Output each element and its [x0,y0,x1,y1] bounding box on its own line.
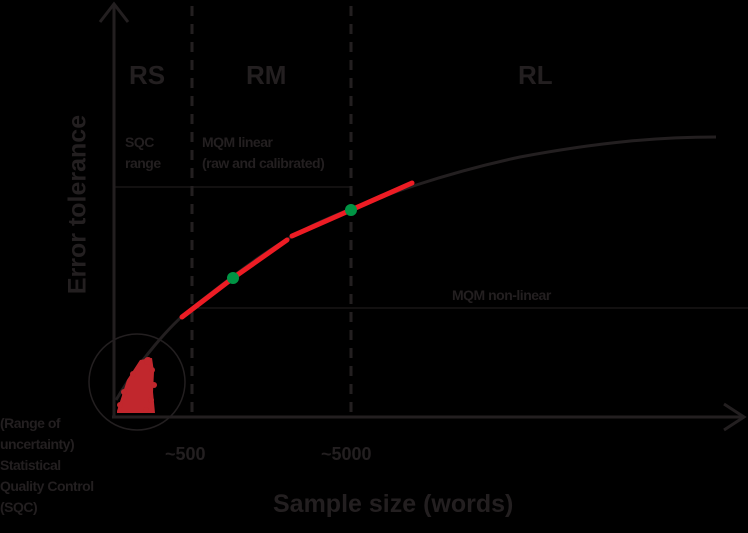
region-rs-label: RS [129,60,166,90]
point-2 [345,204,357,216]
region-rm-label: RM [246,60,287,90]
point-1 [227,272,239,284]
uncertainty-scatter [117,357,157,413]
x-axis-label: Sample size (words) [273,490,514,518]
region-rl-label: RL [518,60,553,90]
x-axis [112,402,747,432]
x-tick-500: ~500 [165,444,206,464]
sqc-range-label: SQC range [125,134,161,171]
y-axis [98,1,130,416]
mqm-nonlinear-label: MQM non-linear [452,287,551,303]
mqm-linear-label: MQM linear (raw and calibrated) [202,134,325,171]
sqc-note: (Range of uncertainty) Statistical Quali… [0,415,94,515]
x-tick-5000: ~5000 [321,444,372,464]
error-tolerance-curve [114,135,717,401]
uncertainty-circle [88,333,186,431]
y-axis-label: Error tolerance [63,114,92,295]
